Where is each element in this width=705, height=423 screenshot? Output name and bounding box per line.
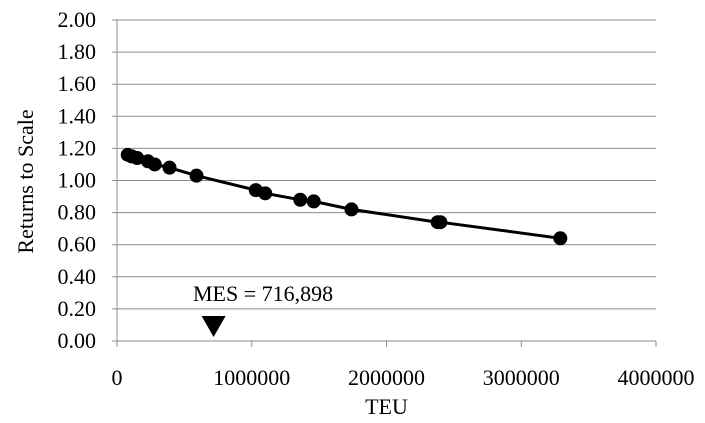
x-tick-label: 0: [112, 365, 123, 390]
gridlines: [117, 19, 656, 310]
series-path: [127, 153, 561, 240]
data-point: [189, 168, 204, 183]
y-tick-label: 0.40: [58, 264, 97, 289]
x-tick-labels: 0 1000000 2000000 3000000 4000000: [112, 365, 695, 390]
y-tick-label: 1.40: [58, 103, 97, 128]
y-axis-title: Returns to Scale: [13, 109, 38, 253]
mes-marker-triangle: [201, 316, 226, 337]
y-tick-labels: 0.00 0.20 0.40 0.60 0.80 1.00 1.20 1.40 1.60 1.80…: [58, 7, 97, 353]
y-tick-label: 1.60: [58, 71, 97, 96]
data-point: [553, 231, 568, 246]
y-tick-label: 0.60: [58, 232, 97, 257]
x-tick-label: 2000000: [348, 365, 425, 390]
x-tick-label: 3000000: [483, 365, 560, 390]
data-point: [147, 157, 162, 172]
mes-label: MES = 716,898: [193, 281, 333, 306]
y-tick-label: 1.80: [58, 39, 97, 64]
axes: [112, 19, 657, 347]
x-tick-label: 1000000: [213, 365, 290, 390]
series-line: [127, 153, 561, 240]
data-point: [258, 186, 273, 201]
y-tick-label: 1.00: [58, 168, 97, 193]
y-tick-label: 2.00: [58, 7, 97, 32]
data-point: [306, 194, 321, 209]
y-tick-label: 0.00: [58, 328, 97, 353]
y-tick-label: 0.20: [58, 296, 97, 321]
y-tick-label: 1.20: [58, 135, 97, 160]
data-point: [344, 202, 359, 217]
data-point: [433, 215, 448, 230]
data-points: [120, 147, 568, 246]
x-axis-title: TEU: [365, 394, 408, 419]
y-tick-label: 0.80: [58, 200, 97, 225]
x-tick-label: 4000000: [618, 365, 695, 390]
data-point: [162, 160, 177, 175]
mes-annotation: MES = 716,898: [193, 281, 333, 337]
data-point: [130, 151, 145, 166]
data-point: [293, 192, 308, 207]
